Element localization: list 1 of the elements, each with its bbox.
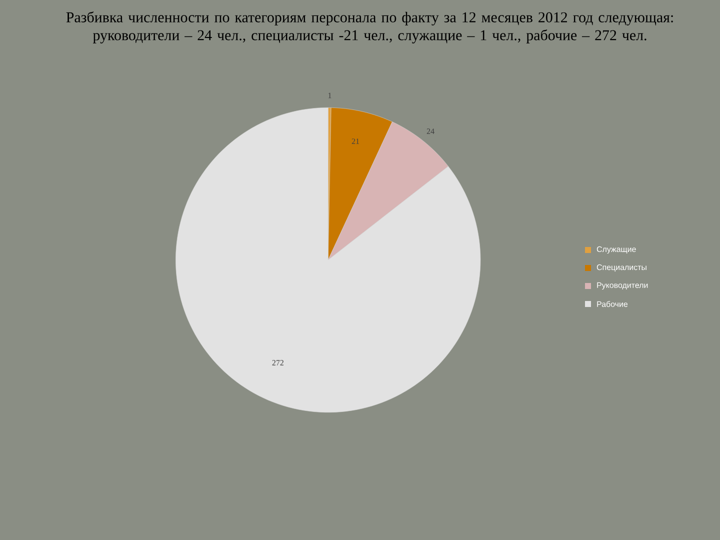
chart-title: Разбивка численности по категориям персонала по факту за 12 месяцев 2012 год следующая: руководители – 24 чел., специалисты -21 чел., служащие – 1 чел., рабочие – 272 чел. — [66, 12, 673, 44]
